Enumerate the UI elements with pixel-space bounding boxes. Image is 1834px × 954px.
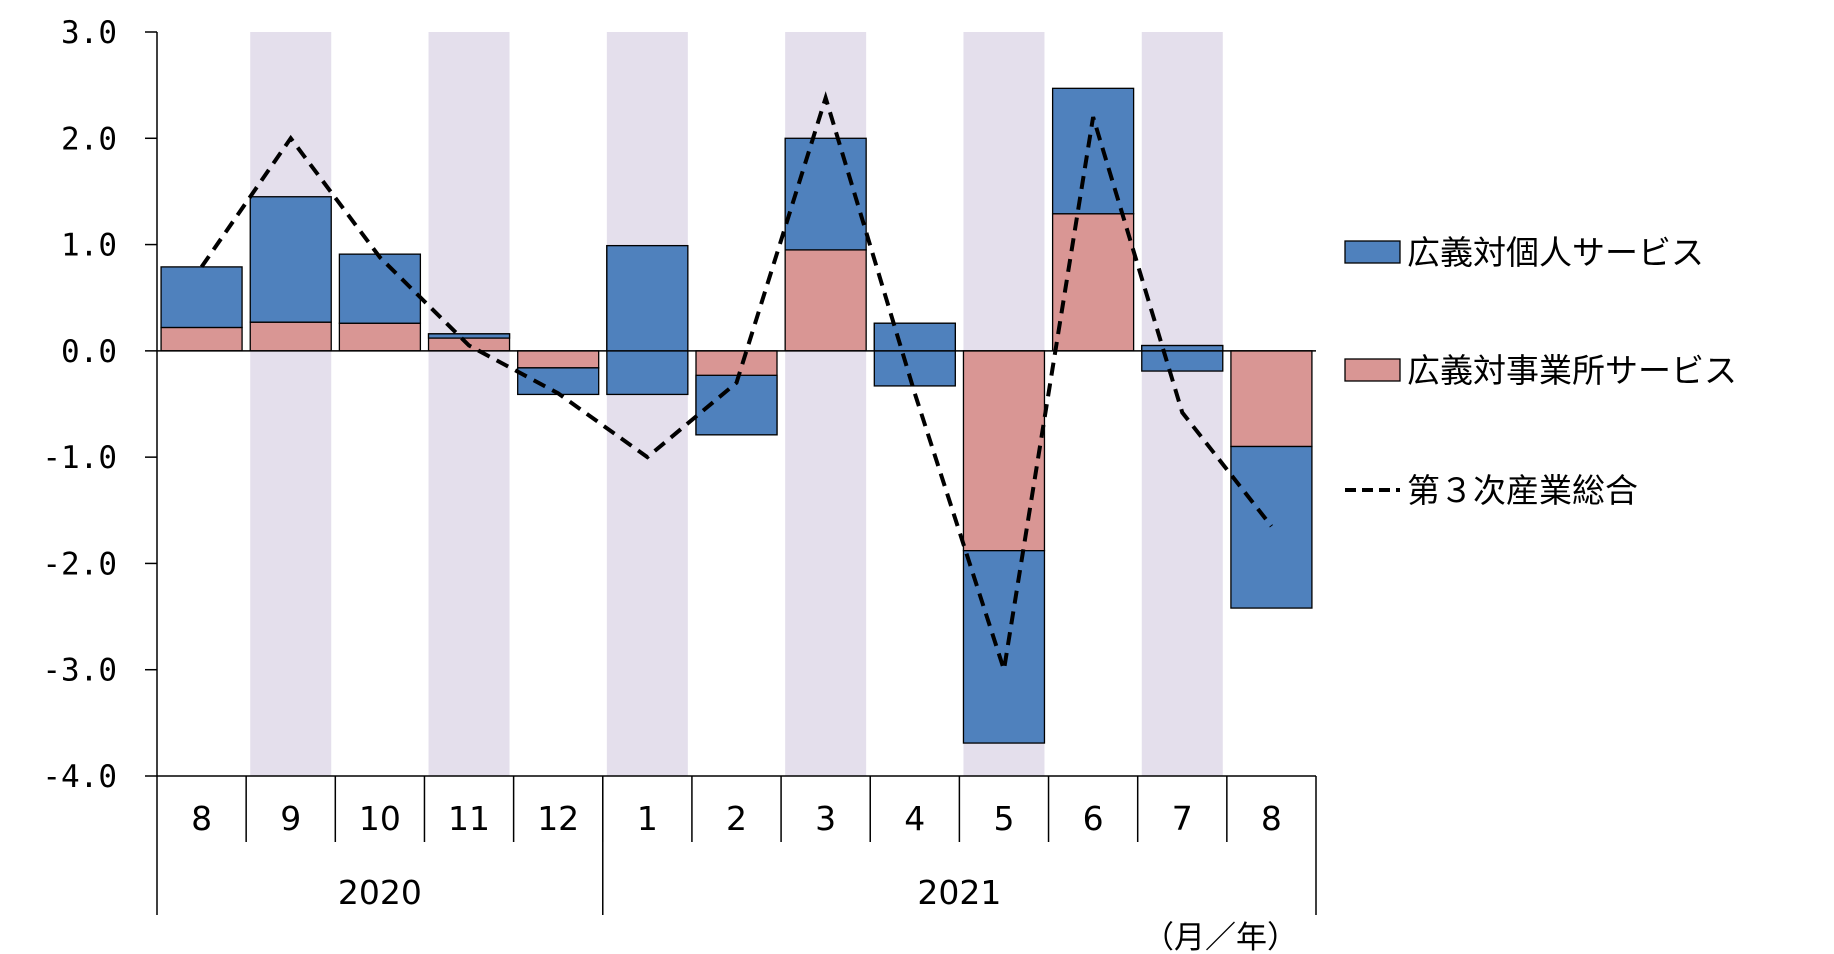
bar-business-services: [338, 322, 422, 352]
bar-personal-services: [606, 244, 689, 396]
line-series: [199, 91, 1273, 671]
year-label: 2020: [338, 873, 422, 912]
bar-business-services: [517, 350, 600, 369]
x-tick-label: 6: [1083, 799, 1104, 838]
bar-business-services: [249, 321, 332, 352]
bar-personal-services: [1051, 87, 1135, 215]
bar-business-services: [1230, 350, 1313, 448]
y-tick-label: 3.0: [61, 15, 117, 51]
bar-personal-services: [1230, 445, 1313, 609]
legend-label: 広義対個人サービス: [1407, 233, 1704, 272]
y-tick-label: -2.0: [42, 546, 117, 582]
x-tick-label: 3: [815, 799, 836, 838]
legend-swatch: [1344, 240, 1401, 264]
y-tick-label: -4.0: [42, 759, 117, 795]
x-tick-label: 12: [537, 799, 579, 838]
y-tick-label: 0.0: [61, 334, 117, 370]
bar-business-services: [784, 249, 867, 352]
legend-label: 広義対事業所サービス: [1407, 351, 1737, 390]
x-tick-label: 10: [359, 799, 401, 838]
x-tick-label: 5: [993, 799, 1014, 838]
legend-label: 第３次産業総合: [1407, 471, 1638, 510]
x-tick-label: 7: [1172, 799, 1193, 838]
shade-band: [428, 32, 510, 776]
x-tick-label: 2: [726, 799, 747, 838]
bars: [160, 87, 1313, 744]
x-tick-label: 1: [637, 799, 658, 838]
bar-personal-services: [873, 322, 956, 387]
bar-personal-services: [160, 266, 243, 329]
axes: 3.02.01.00.0-1.0-2.0-3.0-4.08 9 10 11 12 1 2 3 4…: [42, 15, 1317, 954]
bar-personal-services: [338, 253, 422, 324]
bar-personal-services: [517, 367, 600, 396]
x-tick-label: 11: [448, 799, 490, 838]
y-tick-label: 2.0: [61, 121, 117, 157]
bar-business-services: [160, 326, 243, 352]
year-label: 2021: [917, 873, 1001, 912]
shade-band: [250, 32, 332, 776]
x-unit-label: （月／年）: [1143, 920, 1298, 954]
x-tick-label: 8: [191, 799, 212, 838]
x-tick-label: 9: [280, 799, 301, 838]
y-tick-label: -1.0: [42, 440, 117, 476]
legend-swatch: [1344, 358, 1401, 382]
y-tick-label: 1.0: [61, 228, 117, 264]
x-tick-label: 4: [904, 799, 925, 838]
bar-personal-services: [249, 196, 332, 323]
shade-band: [1141, 32, 1223, 776]
x-tick-label: 8: [1261, 799, 1282, 838]
y-tick-label: -3.0: [42, 653, 117, 689]
bar-personal-services: [1141, 344, 1224, 372]
bar-business-services: [962, 350, 1046, 552]
bar-personal-services: [427, 333, 511, 339]
shade-band: [606, 32, 688, 776]
line-total-tertiary: [199, 91, 1273, 671]
